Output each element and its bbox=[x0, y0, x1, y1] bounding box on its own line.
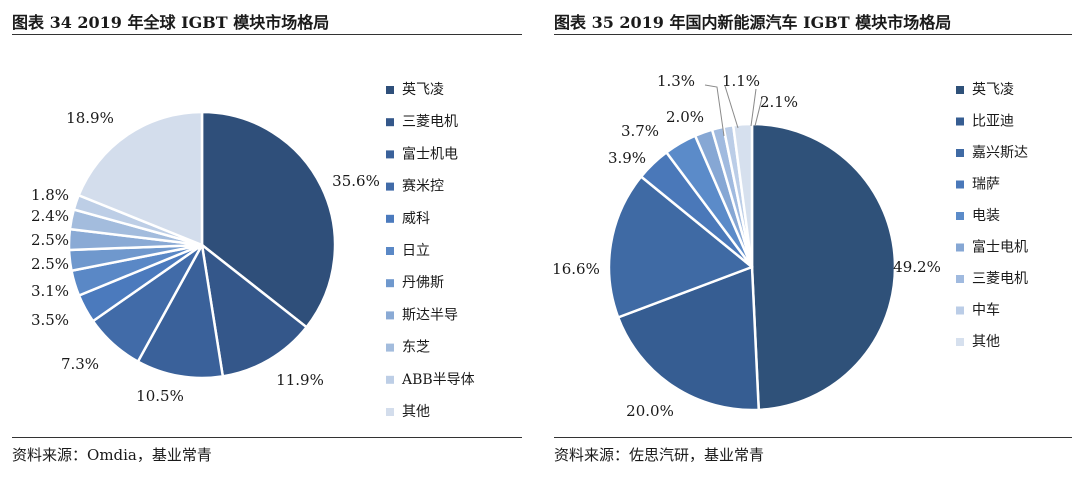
legend-swatch bbox=[386, 182, 394, 191]
legend-label: 瑞萨 bbox=[972, 177, 1000, 193]
pie-slice-1 bbox=[750, 122, 897, 412]
pie-slice-9 bbox=[731, 122, 754, 269]
source-note: 资料来源：Omdia，基业常青 bbox=[12, 444, 212, 465]
pie-chart-global-igbt: 35.6% 11.9% 10.5% 7.3% 3.5% 3.1% 2.5% 2.5% 2.4% 1… bbox=[31, 81, 475, 420]
leader-line bbox=[704, 84, 725, 137]
data-label: 3.1% bbox=[31, 282, 69, 300]
data-label: 3.7% bbox=[621, 122, 659, 140]
legend-label: 东芝 bbox=[402, 340, 430, 356]
legend-label: 斯达半导 bbox=[402, 307, 458, 323]
legend-swatch bbox=[386, 343, 394, 352]
legend-label: 其他 bbox=[972, 334, 1000, 350]
legend-label: 丹佛斯 bbox=[402, 275, 444, 291]
data-label: 20.0% bbox=[626, 402, 674, 420]
legend-label: 嘉兴斯达 bbox=[972, 145, 1028, 161]
legend-swatch bbox=[386, 214, 394, 223]
legend-label: 富士机电 bbox=[402, 145, 458, 162]
pie-slice-1 bbox=[200, 110, 337, 329]
legend-swatch bbox=[386, 375, 394, 384]
legend-swatch bbox=[386, 311, 394, 320]
legend-label: 三菱电机 bbox=[402, 114, 458, 130]
pie-slice-2 bbox=[200, 243, 308, 378]
data-label: 7.3% bbox=[61, 355, 99, 373]
legend-label: ABB半导体 bbox=[401, 372, 475, 388]
legend-label: 其他 bbox=[402, 404, 430, 420]
figure-title: 图表 35 2019 年国内新能源汽车 IGBT 模块市场格局 bbox=[554, 13, 952, 32]
legend-swatch bbox=[386, 118, 394, 127]
leader-line bbox=[724, 85, 739, 129]
title-rule bbox=[554, 34, 1072, 35]
legend-label: 富士电机 bbox=[972, 239, 1028, 256]
pie-slice-3 bbox=[136, 243, 225, 380]
leader-line bbox=[754, 97, 763, 127]
source-note: 资料来源：佐思汽研，基业常青 bbox=[554, 444, 764, 465]
legend-swatch bbox=[956, 306, 964, 315]
data-labels: 35.6% 11.9% 10.5% 7.3% 3.5% 3.1% 2.5% 2.5% 2.4% 1… bbox=[31, 109, 380, 405]
pie-slice-2 bbox=[616, 265, 760, 412]
title-rule bbox=[12, 34, 522, 35]
pie-slices bbox=[67, 110, 337, 380]
source-text: 佐思汽研，基业常青 bbox=[629, 446, 765, 464]
legend-label: 英飞凌 bbox=[402, 81, 444, 98]
legend-label: 日立 bbox=[402, 243, 430, 259]
legend-swatch bbox=[386, 279, 394, 288]
leader-line bbox=[750, 88, 757, 127]
legend-label: 英飞凌 bbox=[972, 81, 1014, 98]
data-label: 2.0% bbox=[666, 108, 704, 126]
source-rule bbox=[12, 437, 522, 438]
legend-swatch bbox=[386, 86, 394, 94]
data-label: 3.5% bbox=[31, 311, 69, 329]
data-label: 1.1% bbox=[722, 72, 760, 90]
data-label: 2.5% bbox=[31, 231, 69, 249]
source-label: 资料来源： bbox=[12, 446, 88, 464]
legend-label: 威科 bbox=[402, 211, 430, 227]
legend-swatch bbox=[386, 150, 394, 159]
legend-label: 比亚迪 bbox=[972, 114, 1014, 130]
data-label: 3.9% bbox=[608, 149, 646, 167]
legend-swatch bbox=[386, 408, 394, 416]
legend-swatch bbox=[956, 338, 964, 346]
figure-title: 图表 34 2019 年全球 IGBT 模块市场格局 bbox=[12, 13, 330, 32]
legend-swatch bbox=[956, 117, 964, 126]
data-label: 1.3% bbox=[657, 72, 695, 90]
data-label: 2.5% bbox=[31, 255, 69, 273]
leader-lines bbox=[704, 84, 763, 137]
pie-chart-nev-igbt: 49.2% 20.0% 16.6% 3.9% 3.7% 2.0% 1.3% 1.1%2.1% 英… bbox=[552, 72, 1028, 420]
data-label: 35.6% bbox=[332, 172, 380, 190]
source-rule bbox=[554, 437, 1072, 438]
legend-swatch bbox=[956, 149, 964, 157]
chart-panel-china-nev: 图表 35 2019 年国内新能源汽车 IGBT 模块市场格局 49.2% 20.… bbox=[542, 0, 1080, 481]
legend-swatch bbox=[956, 275, 964, 283]
source-text: Omdia，基业常青 bbox=[87, 446, 212, 464]
legend-swatch bbox=[956, 180, 964, 189]
pie-slices bbox=[607, 122, 897, 412]
legend-label: 电装 bbox=[972, 208, 1000, 224]
pie-slice-11 bbox=[77, 110, 204, 247]
data-label: 49.2% bbox=[893, 258, 941, 276]
legend-swatch bbox=[956, 212, 964, 220]
legend-swatch bbox=[386, 247, 394, 255]
pie-slice-3 bbox=[607, 175, 754, 319]
legend-label: 三菱电机 bbox=[972, 271, 1028, 287]
data-label: 1.8% bbox=[31, 186, 69, 204]
data-labels: 49.2% 20.0% 16.6% 3.9% 3.7% 2.0% 1.3% 1.1%2.1% bbox=[552, 72, 941, 420]
data-label: 2.1% bbox=[760, 93, 798, 111]
data-label: 2.4% bbox=[31, 207, 69, 225]
data-label: 18.9% bbox=[66, 109, 114, 127]
source-label: 资料来源： bbox=[554, 446, 630, 464]
legend-label: 中车 bbox=[972, 302, 1000, 319]
data-label: 11.9% bbox=[276, 371, 324, 389]
legend-label: 赛米控 bbox=[402, 179, 444, 195]
legend-swatch bbox=[956, 243, 964, 252]
data-label: 10.5% bbox=[136, 387, 184, 405]
chart-panel-global: 图表 34 2019 年全球 IGBT 模块市场格局 35.6% 11.9% 10.… bbox=[0, 0, 530, 481]
legend-swatch bbox=[956, 86, 964, 94]
data-label: 16.6% bbox=[552, 260, 600, 278]
